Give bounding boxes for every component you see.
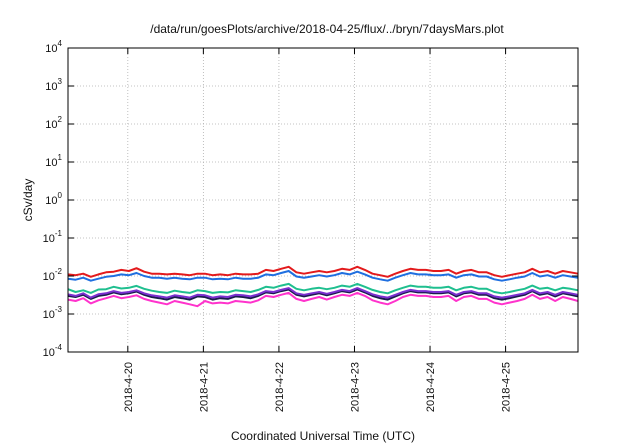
y-tick-label: 103 [45, 77, 62, 93]
y-tick-label: 10-3 [43, 305, 63, 321]
y-tick-label: 102 [45, 115, 62, 131]
y-tick-label: 100 [45, 191, 62, 207]
series-lines [67, 265, 579, 308]
x-tick-label: 2018-4-25 [501, 362, 513, 412]
chart-title: /data/run/goesPlots/archive/2018-04-25/f… [150, 22, 504, 36]
x-tick-label: 2018-4-24 [425, 362, 437, 412]
y-tick-label: 104 [45, 39, 62, 55]
x-axis-label: Coordinated Universal Time (UTC) [231, 429, 415, 443]
x-tick-label: 2018-4-21 [198, 362, 210, 412]
series-line [67, 270, 579, 282]
y-tick-label: 10-1 [43, 229, 63, 245]
series-line [67, 282, 579, 295]
series-line [67, 288, 579, 301]
x-axis: 2018-4-20 2018-4-21 2018-4-22 2018-4-23 2018… [123, 48, 513, 412]
y-axis-label: cSv/day [21, 179, 35, 222]
x-tick-label: 2018-4-22 [274, 362, 286, 412]
y-axis: 10-4 10-3 10-2 10-1 100 101 102 103 104 [43, 39, 578, 359]
x-tick-label: 2018-4-20 [123, 362, 135, 412]
y-tick-label: 101 [45, 153, 62, 169]
y-tick-label: 10-4 [43, 343, 63, 359]
grid [68, 48, 578, 352]
series-line [67, 287, 579, 299]
y-tick-label: 10-2 [43, 267, 63, 283]
series-line [67, 265, 579, 278]
x-tick-label: 2018-4-23 [349, 362, 361, 412]
series-line [67, 291, 579, 308]
